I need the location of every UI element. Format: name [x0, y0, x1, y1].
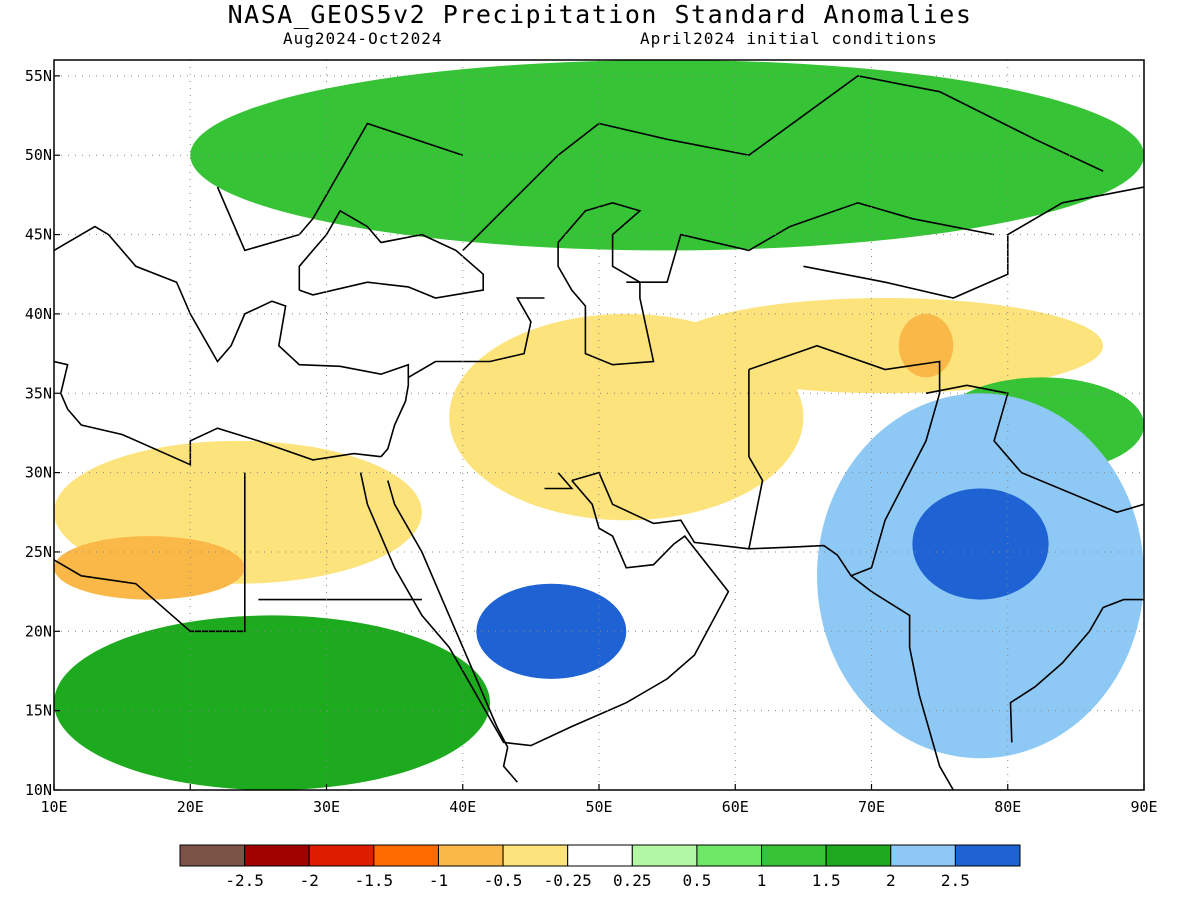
x-tick-label: 70E	[858, 798, 885, 816]
anomaly-field	[54, 60, 1144, 790]
coastline-segment	[925, 384, 1144, 514]
region-dry-sahara-core	[54, 536, 245, 600]
x-tick-label: 30E	[313, 798, 340, 816]
colorbar-swatch	[373, 844, 439, 867]
colorbar-swatch	[502, 844, 569, 867]
colorbar-swatch	[890, 844, 956, 867]
forecast-period: Aug2024-Oct2024	[283, 29, 443, 48]
region-dry-central-asia-belt	[667, 298, 1104, 394]
map-title: NASA_GEOS5v2 Precipitation Standard Anom…	[227, 0, 973, 29]
region-wet-sahel	[54, 615, 490, 790]
x-tick-label: 50E	[585, 798, 612, 816]
colorbar: -2.5 -2 -1.5 -1 -0.5 -0.25 0.25 0.5 1 1.5 2 2.5	[179, 844, 1021, 890]
colorbar-swatch	[761, 844, 827, 867]
colorbar-label: -2.5	[225, 871, 264, 890]
colorbar-swatch	[825, 844, 892, 867]
y-tick-label: 30N	[25, 464, 52, 482]
x-tick-label: 90E	[1130, 798, 1157, 816]
colorbar-label: 1.5	[812, 871, 841, 890]
colorbar-swatch	[696, 844, 763, 867]
coastline-segment	[1009, 598, 1144, 743]
colorbar-swatch	[308, 844, 375, 867]
colorbar-label: -0.5	[484, 871, 523, 890]
x-tick-label: 40E	[449, 798, 476, 816]
coastline-segment	[407, 297, 545, 379]
y-tick-label: 35N	[25, 384, 52, 402]
coastline-segment	[54, 225, 410, 458]
y-tick-label: 25N	[25, 543, 52, 561]
colorbar-swatch	[179, 844, 246, 867]
coastline-segment	[54, 360, 382, 466]
coastline-segment	[544, 472, 574, 490]
coastline-segment	[502, 747, 518, 783]
y-tick-label: 55N	[25, 67, 52, 85]
colorbar-label: -2	[300, 871, 319, 890]
colorbar-label: 2	[886, 871, 896, 890]
y-tick-label: 15N	[25, 702, 52, 720]
init-conditions: April2024 initial conditions	[640, 29, 938, 48]
colorbar-swatch	[437, 844, 504, 867]
colorbar-label: 0.5	[682, 871, 711, 890]
colorbar-swatch	[954, 844, 1021, 867]
y-tick-label: 20N	[25, 622, 52, 640]
colorbar-label: 1	[757, 871, 767, 890]
y-tick-label: 45N	[25, 226, 52, 244]
coastline-segment	[748, 369, 764, 549]
x-tick-label: 60E	[722, 798, 749, 816]
coastline-segment	[387, 480, 509, 748]
coastline-segment	[359, 472, 730, 747]
x-tick-label: 20E	[177, 798, 204, 816]
colorbar-label: 2.5	[941, 871, 970, 890]
x-axis: 10E 20E 30E 40E 50E 60E 70E 80E 90E	[40, 784, 1158, 816]
coastline-segment	[571, 471, 954, 790]
coastline-segment	[557, 201, 655, 366]
coastline-segment	[748, 344, 941, 577]
y-axis: 10N 15N 20N 25N 30N 35N 40N 45N 50N 55N	[25, 67, 60, 799]
coastline-segment	[626, 201, 995, 283]
coastline-segment	[462, 75, 1104, 251]
colorbar-swatch	[631, 844, 698, 867]
colorbar-swatch	[567, 844, 633, 867]
colorbar-label: -0.25	[544, 871, 592, 890]
coastlines-borders	[54, 75, 1144, 790]
colorbar-label: 0.25	[613, 871, 652, 890]
lat-lon-grid	[54, 60, 1144, 790]
y-tick-label: 50N	[25, 146, 52, 164]
x-tick-label: 10E	[40, 798, 67, 816]
colorbar-label: -1.5	[355, 871, 394, 890]
colorbar-label: -1	[429, 871, 448, 890]
region-wet-russia-europe	[190, 60, 1144, 251]
coastline-segment	[216, 122, 464, 252]
coastline-segment	[298, 209, 484, 299]
coastline-segment	[54, 472, 246, 633]
region-dry-pamir-core	[898, 313, 954, 378]
coastline-segment	[803, 186, 1144, 299]
region-wet-india-central	[912, 488, 1049, 600]
y-tick-label: 10N	[25, 781, 52, 799]
colorbar-swatch	[244, 844, 310, 867]
x-tick-label: 80E	[994, 798, 1021, 816]
y-tick-label: 40N	[25, 305, 52, 323]
